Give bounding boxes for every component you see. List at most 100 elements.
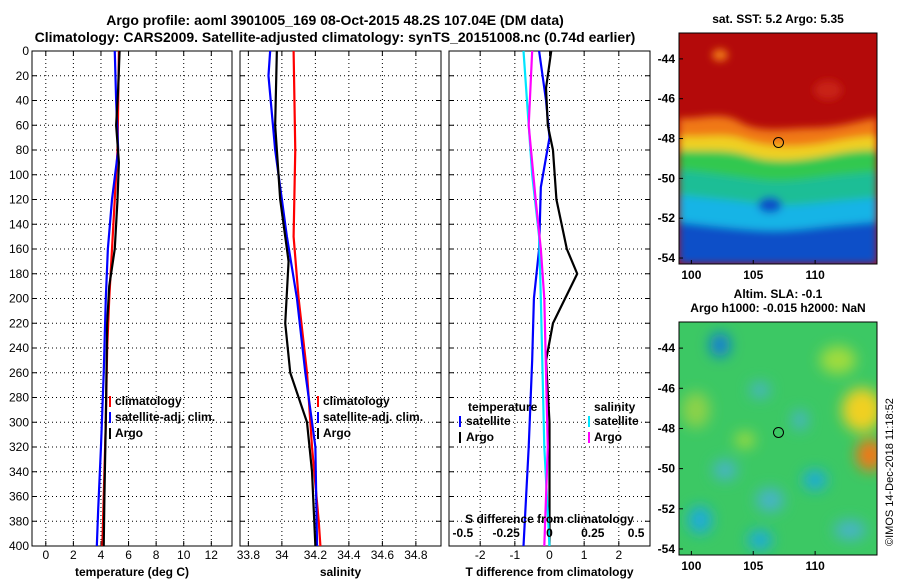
argo-position-marker: [772, 426, 784, 438]
x-tick-label: 100: [681, 268, 701, 282]
figure-title-line1: Argo profile: aoml 3901005_169 08-Oct-20…: [106, 12, 564, 28]
credit-label: ©IMOS 14-Dec-2018 11:18:52: [884, 398, 896, 546]
legend-group-title: salinity: [594, 400, 636, 414]
map-title: Altim. SLA: -0.1: [734, 287, 823, 301]
x-tick-label: 105: [743, 559, 763, 573]
series-line-salinity-argo: [527, 50, 549, 547]
y-tick-label: 300: [9, 415, 29, 429]
y-tick-label: 20: [16, 69, 30, 83]
y-tick-label: -54: [658, 542, 676, 556]
x-tick-label: 12: [205, 548, 219, 562]
x-tick-label: 34: [275, 548, 289, 562]
x-axis-label: temperature (deg C): [75, 565, 189, 579]
axes-frame: [239, 50, 442, 547]
series-line-climatology: [292, 50, 322, 547]
series-line-argo: [102, 50, 121, 547]
y-tick-label: 160: [9, 242, 29, 256]
argo-position-marker: [772, 137, 784, 149]
y-tick-label: 200: [9, 292, 29, 306]
series-line-satellite-adj-clim-: [267, 50, 319, 547]
x-axis-label: T difference from climatology: [465, 565, 633, 579]
y-tick-label: -44: [658, 52, 676, 66]
y-tick-label: 80: [16, 143, 30, 157]
x-axis-label: salinity: [320, 565, 362, 579]
top-tick-label: 0: [546, 526, 553, 540]
y-tick-label: 240: [9, 341, 29, 355]
y-tick-label: 60: [16, 118, 30, 132]
y-tick-label: 120: [9, 193, 29, 207]
x-tick-label: -1: [510, 548, 521, 562]
y-tick-label: -50: [658, 171, 676, 185]
y-tick-label: 260: [9, 366, 29, 380]
x-tick-label: 110: [805, 268, 825, 282]
sla-map-frame: [678, 321, 878, 556]
x-tick-label: 10: [177, 548, 191, 562]
top-tick-label: 0.5: [628, 526, 645, 540]
x-tick-label: 8: [153, 548, 160, 562]
x-tick-label: 2: [70, 548, 77, 562]
top-axis-label: S difference from climatology: [465, 512, 634, 526]
y-tick-label: 40: [16, 94, 30, 108]
y-tick-label: 140: [9, 217, 29, 231]
y-tick-label: 380: [9, 514, 29, 528]
y-tick-label: -52: [658, 502, 676, 516]
y-tick-label: 0: [22, 44, 29, 58]
y-tick-label: 280: [9, 391, 29, 405]
y-tick-label: -52: [658, 211, 676, 225]
sst_map: sat. SST: 5.2 Argo: 5.35 100 105 110 -44 -46 -…: [658, 12, 844, 282]
x-tick-label: 105: [743, 268, 763, 282]
x-tick-label: 110: [805, 559, 825, 573]
legend-label: Argo: [594, 430, 622, 444]
temperature-chart: 0 2 4 6 8 10 120204060801001201401601802002202…: [9, 44, 233, 579]
sst-map-image: [679, 33, 877, 264]
y-tick-label: 100: [9, 168, 29, 182]
series-line-argo: [274, 50, 317, 547]
salinity-chart: 33.8 34 34.2 34.4 34.6 34.8 salinity climatolog…: [237, 50, 442, 579]
figure-title-line2: Climatology: CARS2009. Satellite-adjuste…: [34, 29, 636, 45]
x-tick-label: 34.4: [337, 548, 361, 562]
legend-label: satellite-adj. clim.: [323, 410, 423, 424]
x-tick-label: 2: [615, 548, 622, 562]
sla-map-image: [679, 322, 877, 555]
legend-label: satellite-adj. clim.: [115, 410, 215, 424]
y-tick-label: 220: [9, 316, 29, 330]
y-tick-label: -54: [658, 251, 676, 265]
x-tick-label: -2: [475, 548, 486, 562]
legend-label: Argo: [466, 430, 494, 444]
x-tick-label: 33.8: [237, 548, 261, 562]
y-tick-label: -48: [658, 421, 676, 435]
y-tick-label: -46: [658, 381, 676, 395]
legend-group-title: temperature: [468, 400, 538, 414]
x-tick-label: 1: [581, 548, 588, 562]
legend-label: climatology: [323, 394, 390, 408]
legend-label: Argo: [115, 426, 143, 440]
y-tick-label: -50: [658, 462, 676, 476]
top-tick-label: 0.25: [581, 526, 605, 540]
axes-frame: [31, 50, 233, 547]
y-tick-label: 320: [9, 440, 29, 454]
difference-chart: -2 -1 0 1 2 T difference from climatology S di…: [448, 50, 651, 579]
y-tick-label: 340: [9, 465, 29, 479]
x-tick-label: 100: [681, 559, 701, 573]
x-tick-label: 4: [98, 548, 105, 562]
legend-label: Argo: [323, 426, 351, 440]
x-tick-label: 34.6: [371, 548, 395, 562]
top-tick-label: -0.25: [493, 526, 521, 540]
y-tick-label: 180: [9, 267, 29, 281]
legend-label: climatology: [115, 394, 182, 408]
x-tick-label: 6: [125, 548, 132, 562]
y-tick-label: -48: [658, 132, 676, 146]
top-tick-label: -0.5: [453, 526, 474, 540]
y-tick-label: 400: [9, 539, 29, 553]
y-tick-label: -44: [658, 341, 676, 355]
x-tick-label: 34.2: [304, 548, 328, 562]
x-tick-label: 34.8: [404, 548, 428, 562]
map-title: sat. SST: 5.2 Argo: 5.35: [712, 12, 844, 26]
legend-label: satellite: [466, 414, 511, 428]
sst-map-frame: [678, 32, 878, 265]
x-tick-label: 0: [546, 548, 553, 562]
x-tick-label: 0: [42, 548, 49, 562]
y-tick-label: 360: [9, 490, 29, 504]
